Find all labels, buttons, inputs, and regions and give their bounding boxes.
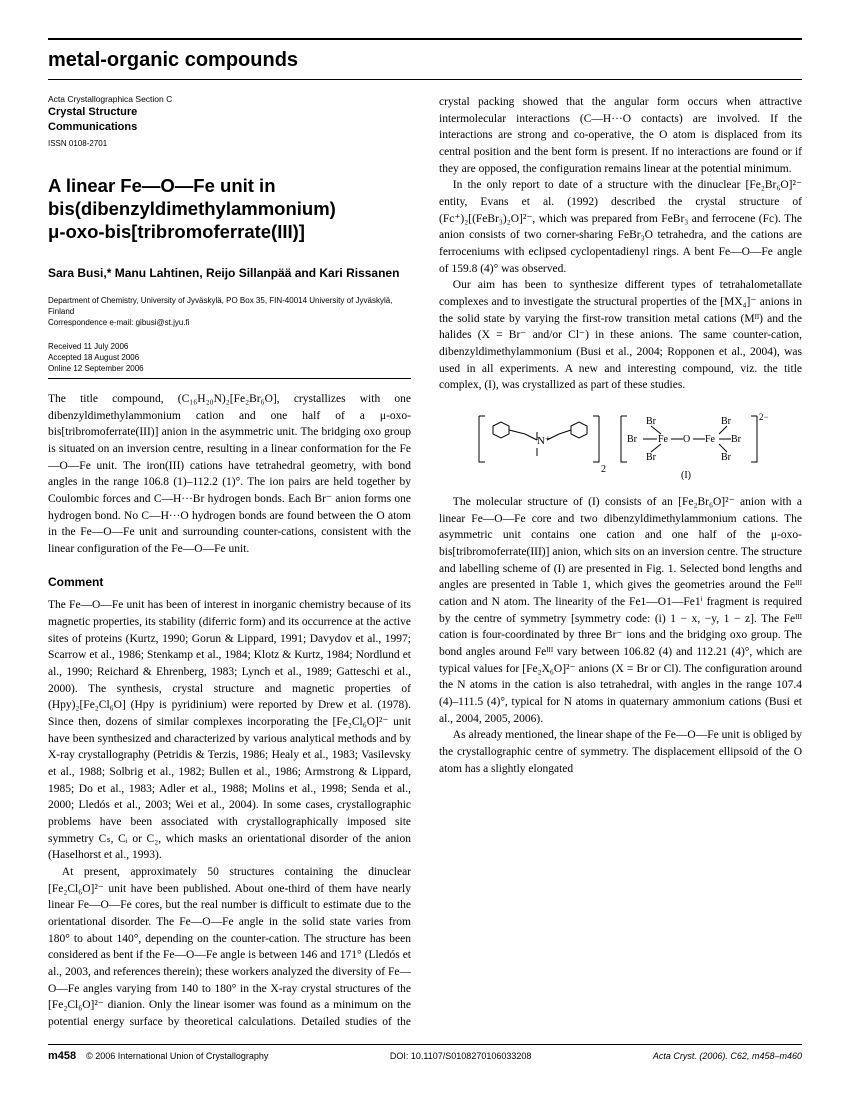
title-line-3: μ-oxo-bis[tribromoferrate(III)] bbox=[48, 221, 305, 242]
citation: Acta Cryst. (2006). C62, m458–m460 bbox=[653, 1050, 802, 1063]
date-accepted: Accepted 18 August 2006 bbox=[48, 352, 411, 363]
svg-text:Fe: Fe bbox=[658, 434, 669, 445]
svg-text:2: 2 bbox=[601, 464, 606, 475]
svg-text:Br: Br bbox=[721, 416, 732, 427]
title-line-1: A linear Fe—O—Fe unit in bbox=[48, 175, 276, 196]
svg-text:2−: 2− bbox=[759, 412, 769, 422]
copyright: © 2006 International Union of Crystallog… bbox=[86, 1051, 268, 1061]
section-header: metal-organic compounds bbox=[48, 46, 802, 75]
svg-text:(I): (I) bbox=[681, 470, 691, 481]
para-5: The molecular structure of (I) consists … bbox=[439, 494, 802, 727]
article-title: A linear Fe—O—Fe unit in bis(dibenzyldim… bbox=[48, 174, 411, 243]
svg-text:Br: Br bbox=[646, 452, 657, 463]
doi: DOI: 10.1107/S0108270106033208 bbox=[390, 1050, 531, 1063]
comment-heading: Comment bbox=[48, 574, 411, 591]
page-number: m458 bbox=[48, 1050, 76, 1062]
para-1: The Fe—O—Fe unit has been of interest in… bbox=[48, 597, 411, 864]
journal-name: Acta Crystallographica Section C bbox=[48, 94, 411, 105]
date-online: Online 12 September 2006 bbox=[48, 363, 411, 374]
affil-dept: Department of Chemistry, University of J… bbox=[48, 296, 411, 318]
issn: ISSN 0108-2701 bbox=[48, 139, 411, 150]
svg-text:O: O bbox=[683, 434, 690, 445]
svg-text:Br: Br bbox=[627, 434, 638, 445]
para-4: Our aim has been to synthesize different… bbox=[439, 277, 802, 394]
para-3: In the only report to date of a structur… bbox=[439, 177, 802, 277]
svg-text:Br: Br bbox=[721, 452, 732, 463]
affil-email: Correspondence e-mail: gibusi@st.jyu.fi bbox=[48, 318, 411, 329]
affiliation: Department of Chemistry, University of J… bbox=[48, 296, 411, 328]
chemical-scheme: N⁺ 2 Br Br Br Fe O Fe bbox=[439, 404, 802, 488]
abstract: The title compound, (C₁₆H₂₀N)₂[Fe₂Br₆O],… bbox=[48, 391, 411, 558]
content-columns: Acta Crystallographica Section C Crystal… bbox=[48, 94, 802, 1034]
authors: Sara Busi,* Manu Lahtinen, Reijo Sillanp… bbox=[48, 265, 411, 282]
journal-subtitle-1: Crystal Structure bbox=[48, 105, 411, 120]
dates-rule bbox=[48, 378, 411, 379]
svg-text:Fe: Fe bbox=[705, 434, 716, 445]
date-received: Received 11 July 2006 bbox=[48, 341, 411, 352]
footer-left: m458 © 2006 International Union of Cryst… bbox=[48, 1049, 268, 1065]
svg-text:Br: Br bbox=[646, 416, 657, 427]
sub-rule bbox=[48, 79, 802, 80]
journal-info: Acta Crystallographica Section C Crystal… bbox=[48, 94, 411, 150]
title-line-2: bis(dibenzyldimethylammonium) bbox=[48, 198, 336, 219]
svg-text:Br: Br bbox=[731, 434, 742, 445]
top-rule bbox=[48, 38, 802, 40]
footer: m458 © 2006 International Union of Cryst… bbox=[48, 1044, 802, 1065]
dates-block: Received 11 July 2006 Accepted 18 August… bbox=[48, 341, 411, 375]
para-6: As already mentioned, the linear shape o… bbox=[439, 727, 802, 777]
journal-subtitle-2: Communications bbox=[48, 120, 411, 135]
svg-text:N⁺: N⁺ bbox=[537, 435, 551, 447]
